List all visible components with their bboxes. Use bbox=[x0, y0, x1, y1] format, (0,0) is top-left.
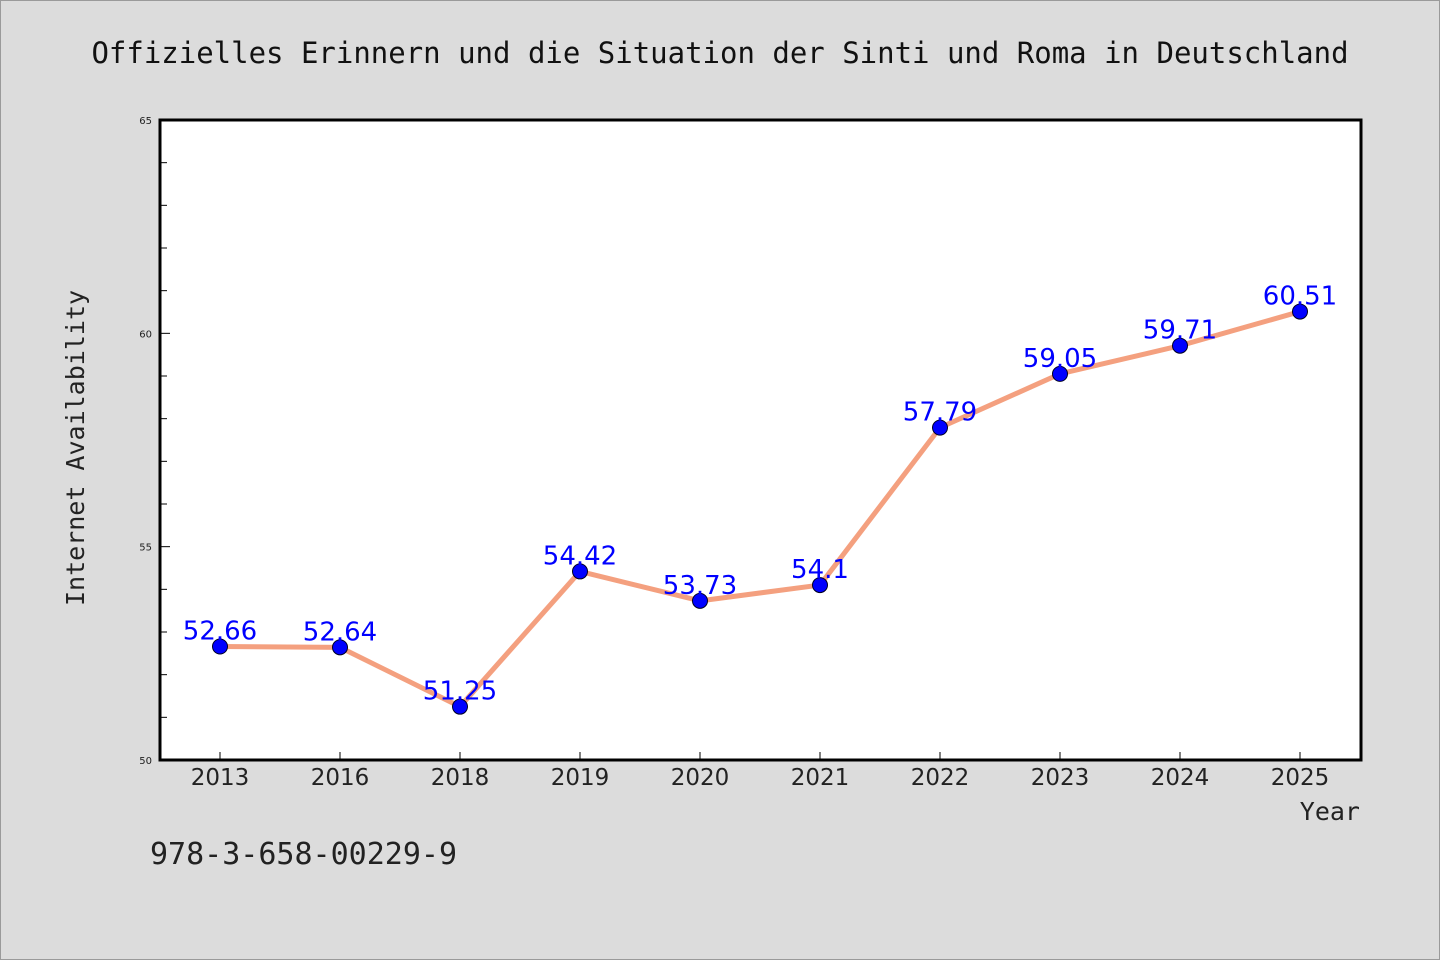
data-point bbox=[812, 577, 828, 594]
series-line bbox=[217, 309, 1303, 710]
data-label: 54.1 bbox=[791, 555, 849, 585]
x-tick-label: 2013 bbox=[191, 765, 250, 791]
data-labels: 52.66 52.64 51.25 54.42 53.73 54.1 57.79 59.05 5… bbox=[183, 282, 1337, 707]
data-markers bbox=[212, 303, 1308, 715]
x-tick-label: 2019 bbox=[551, 765, 610, 791]
data-label: 59.71 bbox=[1143, 316, 1217, 346]
data-label: 52.66 bbox=[183, 617, 257, 647]
x-tick-label: 2021 bbox=[791, 765, 850, 791]
data-point bbox=[932, 419, 948, 436]
x-tick-label: 2025 bbox=[1271, 765, 1330, 791]
x-axis-label: Year bbox=[1300, 797, 1360, 826]
y-tick-label: 60 bbox=[139, 329, 152, 340]
data-label: 53.73 bbox=[663, 571, 737, 601]
x-tick-label: 2018 bbox=[431, 765, 490, 791]
data-label: 57.79 bbox=[903, 398, 977, 428]
x-tick-label: 2016 bbox=[311, 765, 370, 791]
x-axis: 2013 2016 2018 2019 2020 2021 2022 2023 2024 2025 bbox=[191, 752, 1330, 791]
isbn-text: 978-3-658-00229-9 bbox=[150, 837, 457, 872]
data-point bbox=[692, 592, 708, 609]
x-tick-label: 2023 bbox=[1031, 765, 1090, 791]
x-tick-label: 2020 bbox=[671, 765, 730, 791]
plot-border bbox=[158, 118, 1363, 762]
data-point bbox=[452, 698, 468, 715]
y-tick-label: 50 bbox=[139, 756, 152, 767]
data-point bbox=[332, 639, 348, 656]
plot-area bbox=[160, 120, 1361, 760]
y-tick-label: 55 bbox=[139, 543, 152, 554]
data-label: 51.25 bbox=[423, 677, 497, 707]
data-point bbox=[572, 563, 588, 580]
x-tick-label: 2022 bbox=[911, 765, 970, 791]
data-point bbox=[1172, 337, 1188, 354]
y-axis-label: Internet Availability bbox=[61, 290, 90, 606]
data-label: 59.05 bbox=[1023, 344, 1097, 374]
data-label: 54.42 bbox=[543, 541, 617, 571]
chart-title: Offizielles Erinnern und die Situation d… bbox=[91, 36, 1348, 70]
data-point bbox=[212, 638, 228, 655]
x-tick-label: 2024 bbox=[1151, 765, 1210, 791]
data-label: 52.64 bbox=[303, 617, 377, 647]
data-point bbox=[1292, 303, 1308, 320]
data-point bbox=[1052, 365, 1068, 382]
y-tick-label: 65 bbox=[139, 116, 152, 127]
data-label: 60.51 bbox=[1263, 282, 1337, 312]
